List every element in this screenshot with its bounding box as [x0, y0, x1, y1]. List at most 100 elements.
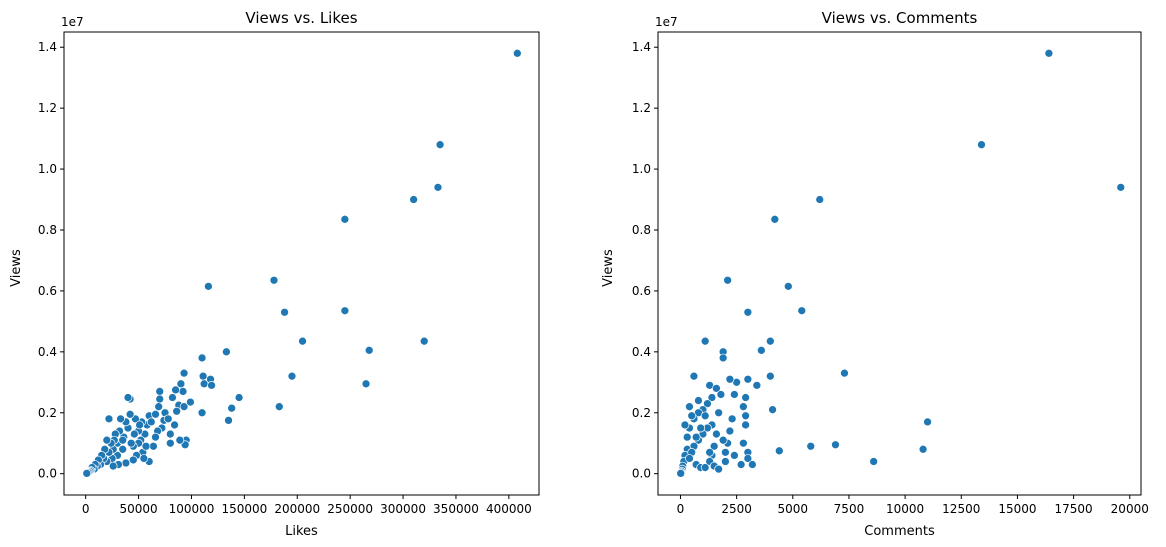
data-point	[130, 429, 139, 439]
data-point	[104, 414, 114, 424]
data-point	[840, 368, 849, 378]
y-tick-label: 0.0	[38, 467, 57, 481]
data-point	[151, 409, 160, 419]
data-point	[815, 195, 825, 204]
data-point	[340, 214, 350, 224]
chart-title: Views vs. Comments	[822, 9, 978, 27]
data-point	[168, 393, 177, 402]
scatter-points	[676, 48, 1126, 478]
x-ticks: 0 2500 5000 7500 10000 12500 15000 17500 20000	[677, 495, 1149, 516]
data-point	[108, 461, 118, 471]
data-point	[725, 426, 735, 436]
y-tick-label: 1.2	[38, 101, 57, 115]
data-point	[128, 455, 138, 465]
data-point	[179, 402, 189, 412]
y-ticks: 0.0 0.2 0.4 0.6 0.8 1.0 1.2 1.4	[632, 40, 658, 481]
data-point	[171, 385, 180, 395]
data-point	[685, 454, 694, 463]
data-point	[139, 454, 149, 463]
data-point	[707, 393, 717, 402]
data-point	[163, 414, 173, 424]
data-point	[703, 399, 712, 408]
data-point	[687, 411, 697, 421]
data-point	[102, 435, 112, 445]
x-tick-label: 50000	[119, 502, 157, 516]
y-tick-label: 0.0	[632, 467, 651, 481]
data-point	[149, 441, 158, 451]
data-point	[126, 438, 136, 448]
data-point	[123, 393, 133, 402]
data-point	[797, 306, 807, 316]
data-point	[765, 336, 775, 346]
data-point	[869, 457, 879, 466]
data-point	[222, 347, 231, 357]
data-point	[361, 379, 371, 389]
data-point	[146, 417, 156, 427]
data-point	[700, 411, 710, 421]
x-tick-label: 150000	[221, 502, 267, 516]
y-tick-label: 1.0	[632, 162, 651, 176]
x-tick-label: 10000	[886, 502, 924, 516]
data-point	[770, 214, 780, 224]
y-tick-label: 1.4	[38, 40, 57, 54]
data-point	[409, 195, 418, 204]
data-point	[700, 336, 710, 346]
data-point	[135, 420, 144, 430]
data-point	[723, 275, 732, 285]
x-tick-label: 5000	[778, 502, 809, 516]
data-point	[748, 460, 757, 469]
data-point	[725, 374, 735, 384]
x-axis-label: Likes	[285, 524, 318, 539]
data-point	[712, 384, 721, 393]
y-tick-label: 0.8	[632, 223, 651, 237]
y-axis-label: Views	[9, 249, 24, 287]
data-point	[774, 446, 784, 456]
data-point	[1044, 48, 1054, 58]
data-point	[700, 463, 710, 472]
data-point	[155, 394, 165, 404]
data-point	[364, 345, 374, 355]
x-tick-label: 400000	[486, 502, 532, 516]
data-point	[204, 281, 213, 291]
data-point	[172, 406, 182, 416]
data-point	[918, 444, 928, 454]
data-point	[269, 275, 279, 285]
data-point	[165, 438, 175, 448]
data-point	[676, 469, 686, 478]
data-point	[721, 448, 730, 457]
y-tick-label: 0.4	[38, 345, 57, 359]
data-point	[923, 417, 932, 427]
data-point	[685, 402, 694, 412]
x-tick-label: 20000	[1111, 502, 1149, 516]
data-point	[714, 408, 724, 418]
x-tick-label: 15000	[998, 502, 1036, 516]
data-point	[435, 140, 445, 150]
data-point	[743, 374, 753, 384]
data-point	[718, 435, 728, 445]
x-tick-label: 200000	[274, 502, 320, 516]
data-point	[730, 451, 739, 460]
data-point	[768, 405, 777, 415]
x-tick-label: 100000	[169, 502, 215, 516]
data-point	[743, 307, 753, 317]
data-point	[714, 464, 724, 474]
data-point	[287, 371, 297, 381]
y-offset-label: 1e7	[61, 15, 84, 29]
data-point	[179, 368, 189, 378]
data-point	[977, 140, 986, 150]
data-point	[512, 48, 522, 58]
data-point	[125, 409, 135, 419]
data-point	[151, 432, 160, 442]
data-point	[716, 390, 726, 399]
data-point	[186, 397, 195, 407]
data-point	[419, 336, 429, 346]
chart-views-vs-comments: Views vs. Comments 1e7 Comments Views 0 2…	[601, 9, 1149, 539]
y-ticks: 0.0 0.2 0.4 0.6 0.8 1.0 1.2 1.4	[38, 40, 64, 481]
x-tick-label: 0	[82, 502, 90, 516]
data-point	[682, 432, 692, 442]
x-tick-label: 17500	[1055, 502, 1093, 516]
x-tick-label: 350000	[433, 502, 479, 516]
y-tick-label: 0.6	[38, 284, 57, 298]
data-point	[280, 307, 289, 317]
data-point	[298, 336, 307, 346]
